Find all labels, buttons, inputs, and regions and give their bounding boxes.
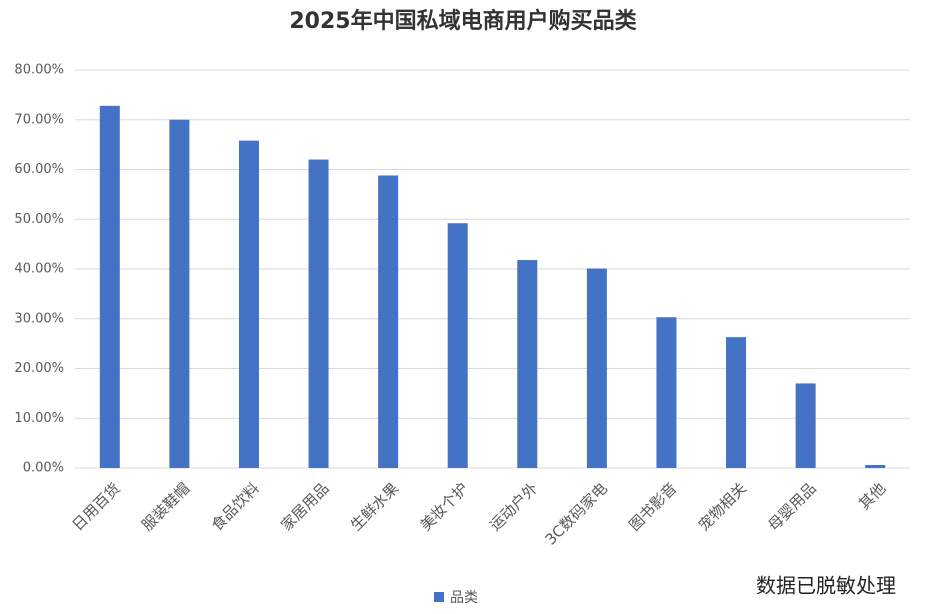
bar (586, 268, 607, 468)
bar (308, 159, 329, 469)
legend-swatch (434, 592, 444, 602)
chart-title: 2025年中国私域电商用户购买品类 (289, 8, 637, 34)
bar (447, 223, 468, 468)
bar (656, 317, 677, 468)
bar (99, 105, 120, 468)
bar (795, 383, 816, 468)
y-tick-label: 50.00% (14, 212, 64, 227)
bar (865, 465, 886, 468)
bar (169, 119, 190, 468)
annotation: 数据已脱敏处理 (756, 574, 896, 598)
y-tick-label: 70.00% (14, 112, 64, 127)
bar (726, 337, 747, 468)
y-tick-label: 60.00% (14, 162, 64, 177)
y-tick-label: 0.00% (23, 461, 64, 476)
bar (517, 260, 538, 468)
y-tick-label: 10.00% (14, 411, 64, 426)
legend-label: 品类 (450, 590, 478, 606)
bar (238, 140, 259, 468)
y-tick-label: 80.00% (14, 63, 64, 78)
bar (378, 175, 399, 468)
y-tick-label: 30.00% (14, 311, 64, 326)
y-tick-label: 40.00% (14, 262, 64, 277)
y-tick-label: 20.00% (14, 361, 64, 376)
